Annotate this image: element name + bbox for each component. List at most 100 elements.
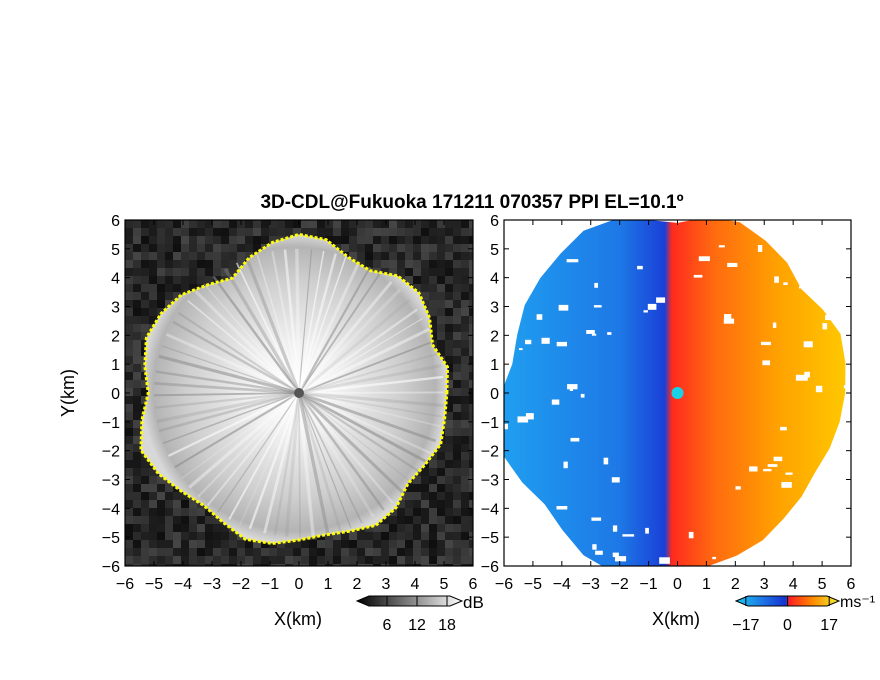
noise-cell	[413, 564, 421, 566]
noise-cell	[133, 268, 141, 276]
noise-cell	[197, 260, 205, 268]
noise-cell	[189, 500, 197, 508]
noise-cell	[237, 548, 245, 556]
noise-cell	[245, 236, 253, 244]
noise-cell	[421, 276, 429, 284]
noise-cell	[133, 468, 141, 476]
noise-cell	[397, 260, 405, 268]
noise-cell	[405, 564, 413, 566]
noise-cell	[181, 276, 189, 284]
radial-ray	[177, 312, 300, 394]
noise-cell	[469, 260, 473, 268]
noise-cell	[469, 300, 473, 308]
noise-cell	[181, 548, 189, 556]
noise-cell	[381, 228, 389, 236]
missing-data-patch	[761, 341, 771, 346]
noise-cell	[381, 220, 389, 228]
noise-cell	[277, 228, 285, 236]
missing-data-patch	[551, 399, 560, 405]
noise-cell	[221, 236, 229, 244]
x-tick-label: 2	[731, 576, 740, 593]
missing-data-patch	[773, 456, 783, 462]
x-tick-label: 6	[847, 576, 856, 593]
noise-cell	[165, 540, 173, 548]
x-tick-label: 4	[789, 576, 798, 593]
noise-cell	[173, 564, 181, 566]
noise-cell	[429, 308, 437, 316]
noise-cell	[389, 532, 397, 540]
noise-cell	[405, 276, 413, 284]
noise-cell	[205, 516, 213, 524]
noise-cell	[133, 492, 141, 500]
y-tick-label: 5	[111, 242, 120, 259]
noise-cell	[357, 540, 365, 548]
noise-cell	[405, 228, 413, 236]
noise-cell	[285, 564, 293, 566]
missing-data-patch	[724, 314, 732, 320]
noise-cell	[389, 236, 397, 244]
radial-ray	[154, 382, 300, 395]
noise-cell	[133, 292, 141, 300]
noise-cell	[205, 540, 213, 548]
noise-cell	[253, 556, 261, 564]
noise-cell	[341, 244, 349, 252]
noise-cell	[421, 516, 429, 524]
snr-colorbar: 6 12 18 dB	[355, 593, 484, 634]
noise-cell	[421, 540, 429, 548]
noise-cell	[133, 284, 141, 292]
noise-cell	[189, 524, 197, 532]
missing-data-patch	[804, 371, 810, 378]
missing-data-patch	[785, 472, 793, 475]
missing-data-patch	[643, 310, 648, 313]
noise-cell	[141, 548, 149, 556]
noise-cell	[461, 524, 469, 532]
noise-cell	[421, 532, 429, 540]
noise-cell	[157, 508, 165, 516]
noise-cell	[221, 532, 229, 540]
noise-cell	[357, 228, 365, 236]
noise-cell	[149, 244, 157, 252]
noise-cell	[189, 556, 197, 564]
noise-cell	[205, 564, 213, 566]
noise-cell	[437, 268, 445, 276]
noise-cell	[357, 236, 365, 244]
radial-ray	[297, 392, 315, 537]
noise-cell	[125, 284, 133, 292]
colorbar-tick-label: 6	[383, 617, 392, 634]
missing-data-patch	[580, 393, 585, 398]
noise-cell	[205, 548, 213, 556]
radial-ray	[228, 392, 300, 520]
noise-cell	[453, 348, 461, 356]
noise-cell	[245, 244, 253, 252]
noise-cell	[453, 316, 461, 324]
missing-data-patch	[607, 332, 612, 335]
noise-cell	[461, 484, 469, 492]
noise-cell	[269, 220, 277, 228]
noise-cell	[261, 540, 269, 548]
noise-cell	[357, 564, 365, 566]
radial-ray	[187, 299, 300, 394]
noise-cell	[453, 492, 461, 500]
missing-data-patch	[723, 318, 735, 324]
missing-data-patch	[595, 550, 603, 555]
noise-cell	[373, 244, 381, 252]
noise-cell	[469, 220, 473, 228]
noise-cell	[125, 300, 133, 308]
noise-cell	[229, 564, 237, 566]
noise-cell	[125, 484, 133, 492]
noise-cell	[461, 508, 469, 516]
noise-cell	[189, 516, 197, 524]
noise-cell	[125, 444, 133, 452]
noise-cell	[373, 220, 381, 228]
noise-cell	[469, 548, 473, 556]
noise-cell	[469, 404, 473, 412]
noise-cell	[421, 524, 429, 532]
noise-cell	[453, 436, 461, 444]
noise-cell	[461, 284, 469, 292]
noise-cell	[189, 268, 197, 276]
radial-ray	[239, 392, 300, 526]
noise-cell	[221, 276, 229, 284]
noise-cell	[429, 276, 437, 284]
noise-cell	[341, 556, 349, 564]
noise-cell	[141, 308, 149, 316]
